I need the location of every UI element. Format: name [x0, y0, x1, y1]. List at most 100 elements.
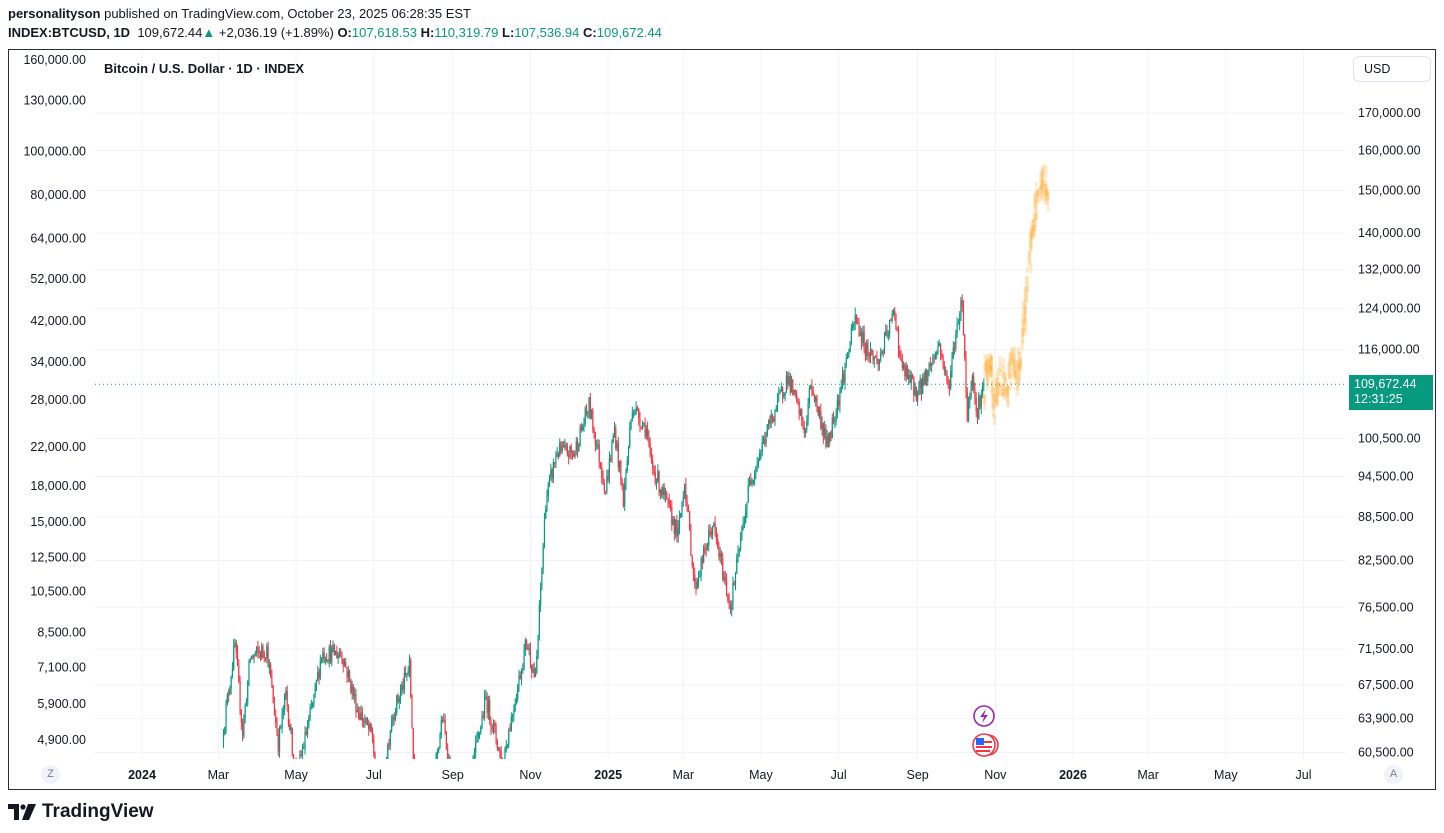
- candle-body: [739, 539, 742, 550]
- candle: [526, 638, 528, 651]
- candle: [850, 323, 852, 346]
- projection-bar: [988, 353, 992, 377]
- candle: [909, 369, 911, 384]
- candle: [259, 650, 262, 662]
- candle: [900, 350, 902, 362]
- candle-body: [765, 435, 767, 444]
- candle: [482, 711, 484, 720]
- candle: [345, 657, 347, 668]
- candle-body: [270, 664, 272, 678]
- author-name[interactable]: personalityson: [8, 6, 101, 21]
- left-axis-tick: 5,900.00: [37, 697, 86, 711]
- projection-bar: [990, 357, 994, 361]
- candle-body: [552, 462, 554, 479]
- projection-bar: [1002, 371, 1006, 391]
- candle: [906, 364, 909, 380]
- candle: [938, 339, 940, 347]
- candle-body: [649, 442, 651, 455]
- candle: [574, 450, 576, 459]
- us-flag-icon[interactable]: [972, 733, 999, 757]
- candle-body: [750, 480, 752, 485]
- candle: [444, 714, 446, 735]
- candle: [403, 666, 405, 695]
- candle-body: [751, 483, 753, 485]
- candle-body: [641, 423, 644, 428]
- projection-bar: [1036, 190, 1040, 197]
- right-axis-tick: 71,500.00: [1358, 642, 1414, 656]
- candle: [249, 657, 251, 664]
- candle: [439, 732, 441, 749]
- left-scale-button[interactable]: Z: [41, 765, 60, 784]
- candle: [286, 685, 288, 712]
- candle-body: [396, 695, 398, 713]
- candle: [583, 417, 585, 433]
- candle-body: [441, 720, 444, 722]
- candle: [593, 426, 595, 439]
- right-price-axis[interactable]: 170,000.00 160,000.00 150,000.00 140,000.00…: [1358, 106, 1421, 760]
- candle-body: [887, 334, 889, 336]
- candle-body: [317, 672, 319, 680]
- candle-body: [486, 696, 488, 713]
- currency-button[interactable]: USD: [1353, 56, 1431, 82]
- chart-frame[interactable]: [8, 49, 1436, 790]
- candle-body: [806, 420, 808, 429]
- candle: [839, 387, 841, 413]
- candle-body: [243, 718, 245, 736]
- right-axis-tick: 132,000.00: [1358, 263, 1421, 277]
- candle: [939, 342, 942, 361]
- candle-body: [844, 363, 846, 383]
- left-price-axis[interactable]: 160,000.00 130,000.00 100,000.00 80,000.00 6…: [23, 53, 86, 747]
- tradingview-logo[interactable]: TradingView: [8, 801, 154, 823]
- candle-body: [523, 649, 525, 669]
- bar-countdown: 12:31:25: [1354, 392, 1403, 406]
- time-axis-tick: Sep: [906, 768, 928, 782]
- candle-body: [668, 500, 670, 504]
- candle-body: [732, 582, 734, 608]
- projection-bar: [1034, 214, 1038, 227]
- candle: [639, 411, 641, 433]
- candle: [509, 723, 511, 732]
- projection-bar: [999, 363, 1003, 377]
- candle-body: [755, 466, 757, 474]
- time-axis[interactable]: 2024 Mar May Jul Sep Nov 2025 Mar May Jul Sep Nov 20…: [128, 768, 1311, 782]
- projection-bar: [1035, 187, 1039, 202]
- candle-body: [785, 375, 788, 393]
- candle: [919, 374, 921, 395]
- candle: [741, 525, 743, 541]
- candle-body: [347, 671, 349, 678]
- candle-body: [569, 446, 571, 458]
- projection-bar: [985, 359, 989, 374]
- projection-bar: [1023, 288, 1027, 304]
- auto-scale-button[interactable]: A: [1384, 765, 1403, 784]
- candle-body: [706, 545, 709, 551]
- candle-body: [266, 646, 268, 659]
- candle: [589, 392, 591, 420]
- candle-body: [528, 648, 530, 650]
- candle-body: [746, 502, 748, 511]
- projection-bar: [1010, 346, 1014, 364]
- candle: [256, 645, 258, 657]
- candle: [541, 567, 543, 591]
- candle-body: [647, 428, 649, 437]
- candle-body: [338, 654, 341, 656]
- current-price-label: 109,672.44 12:31:25: [1349, 375, 1433, 410]
- candle: [668, 493, 670, 509]
- projection-bar: [1016, 382, 1020, 391]
- candle: [942, 353, 944, 370]
- candle: [915, 386, 917, 402]
- candle-body: [970, 385, 972, 397]
- candle: [440, 715, 442, 739]
- candle-body: [797, 400, 799, 402]
- candle: [739, 532, 742, 552]
- candle-body: [853, 323, 855, 325]
- candle-body: [568, 455, 570, 458]
- candle-body: [403, 672, 405, 690]
- lightning-icon[interactable]: [973, 705, 995, 727]
- candle: [691, 554, 693, 569]
- candle: [768, 419, 770, 430]
- candle: [587, 410, 589, 419]
- candle-body: [869, 349, 872, 357]
- candle-body: [699, 576, 701, 578]
- candle: [336, 645, 338, 659]
